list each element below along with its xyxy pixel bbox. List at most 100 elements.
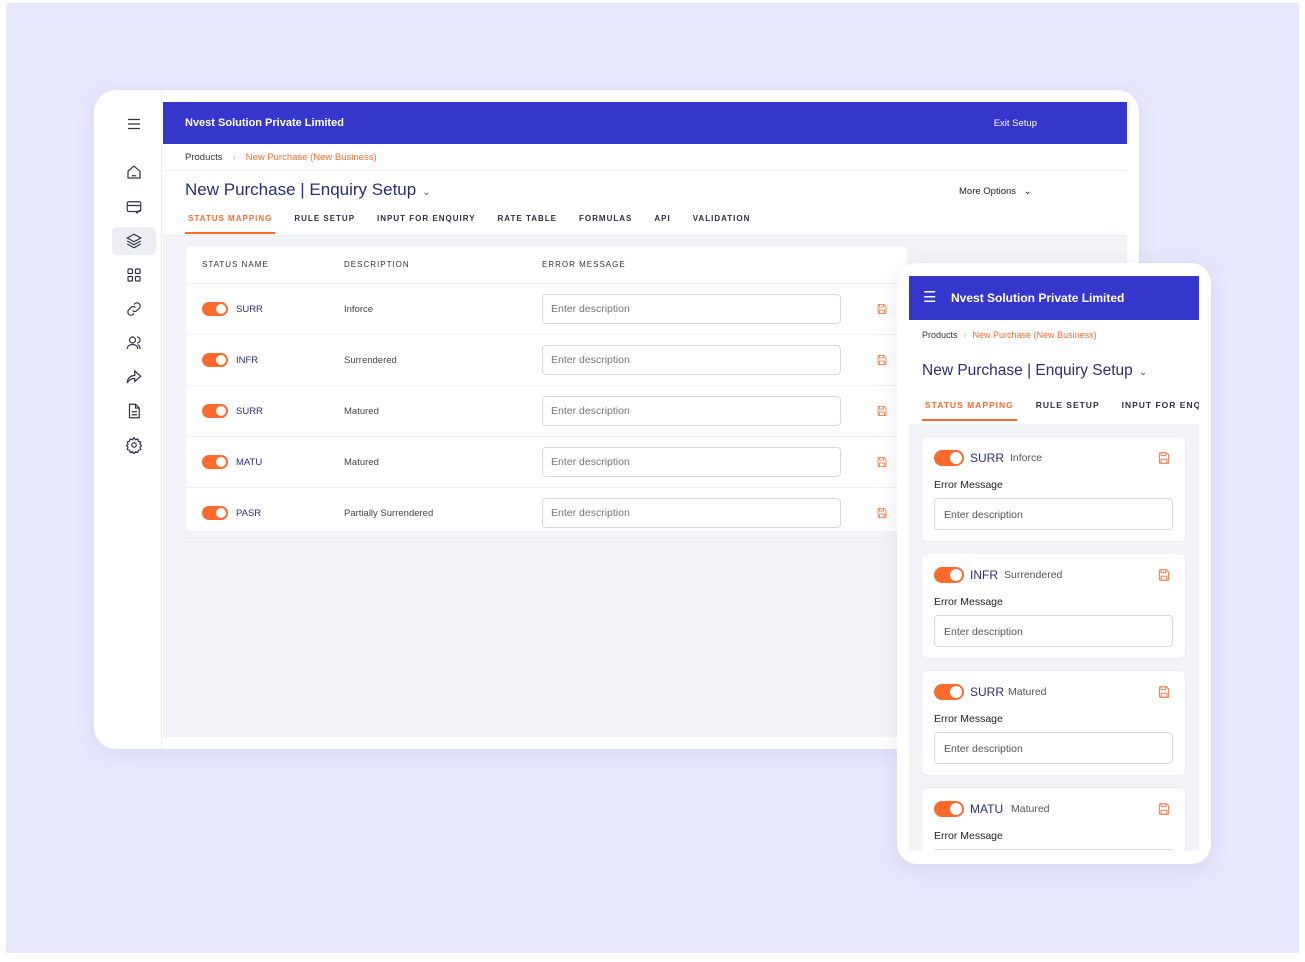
error-message-input[interactable] <box>542 294 841 324</box>
error-message-input[interactable]: Enter description <box>934 498 1173 530</box>
error-message-input[interactable] <box>542 447 841 477</box>
col-status-name: STATUS NAME <box>202 260 269 269</box>
status-code: SURR <box>970 451 1005 465</box>
tab-formulas[interactable]: FORMULAS <box>579 214 633 223</box>
status-code: PASR <box>236 508 262 519</box>
save-icon[interactable] <box>876 507 888 519</box>
error-message-label: Error Message <box>934 596 1003 608</box>
tab-input-for-enqu[interactable]: INPUT FOR ENQU <box>1121 400 1199 410</box>
table-row: SURR Matured <box>186 386 907 437</box>
tab-rule-setup[interactable]: RULE SETUP <box>1035 400 1100 410</box>
breadcrumb-products[interactable]: Products <box>185 152 223 163</box>
error-message-input[interactable] <box>542 498 841 528</box>
status-card: SURR Matured Error Message Enter descrip… <box>921 670 1186 776</box>
save-icon[interactable] <box>1157 451 1171 465</box>
status-toggle[interactable] <box>202 353 228 367</box>
status-toggle[interactable] <box>934 684 964 700</box>
table-row: INFR Surrendered <box>186 335 907 386</box>
table-row: SURR Inforce <box>186 284 907 335</box>
col-error-message: ERROR MESSAGE <box>542 260 626 269</box>
chevron-down-icon: ⌄ <box>1023 186 1032 197</box>
status-card: SURR Inforce Error Message Enter descrip… <box>921 436 1186 542</box>
status-description: Surrendered <box>344 355 397 366</box>
company-name: Nvest Solution Private Limited <box>185 117 344 129</box>
save-icon[interactable] <box>1157 802 1171 816</box>
status-toggle[interactable] <box>202 404 228 418</box>
mobile-tab-bar: STATUS MAPPING RULE SETUP INPUT FOR ENQU <box>922 400 1199 421</box>
tab-bar: STATUS MAPPING RULE SETUP INPUT FOR ENQUIR… <box>185 214 769 234</box>
chevron-down-icon: ⌄ <box>422 187 431 198</box>
save-icon[interactable] <box>876 456 888 468</box>
menu-icon[interactable]: ☰ <box>923 289 937 306</box>
error-message-input[interactable] <box>542 345 841 375</box>
page-title-text: New Purchase | Enquiry Setup <box>922 362 1133 379</box>
tab-status-mapping[interactable]: STATUS MAPPING <box>922 400 1017 421</box>
tab-status-mapping[interactable]: STATUS MAPPING <box>185 214 276 234</box>
chevron-down-icon: ⌄ <box>1138 367 1148 378</box>
menu-icon[interactable] <box>112 110 156 138</box>
home-icon[interactable] <box>112 158 156 186</box>
status-cards: SURR Inforce Error Message Enter descrip… <box>909 424 1199 851</box>
tab-validation[interactable]: VALIDATION <box>692 214 751 223</box>
company-name: Nvest Solution Private Limited <box>951 291 1125 305</box>
page-title[interactable]: New Purchase | Enquiry Setup ⌄ <box>185 180 431 200</box>
tab-input-for-enquiry[interactable]: INPUT FOR ENQUIRY <box>377 214 476 223</box>
status-code: INFR <box>236 355 259 366</box>
status-toggle[interactable] <box>202 302 228 316</box>
document-icon[interactable] <box>112 397 156 425</box>
card-icon[interactable] <box>112 193 156 221</box>
status-description: Matured <box>344 406 379 417</box>
status-code: MATU <box>970 802 1004 816</box>
error-message-label: Error Message <box>934 713 1003 725</box>
tab-rate-table[interactable]: RATE TABLE <box>497 214 558 223</box>
table-row: MATU Matured <box>186 437 907 488</box>
grid-icon[interactable] <box>112 261 156 289</box>
status-toggle[interactable] <box>202 455 228 469</box>
save-icon[interactable] <box>1157 568 1171 582</box>
breadcrumb-products[interactable]: Products <box>922 330 958 340</box>
breadcrumb-current: New Purchase (New Business) <box>245 152 377 163</box>
link-icon[interactable] <box>112 295 156 323</box>
error-message-input[interactable]: Enter description <box>934 615 1173 647</box>
chevron-right-icon: › <box>232 152 236 163</box>
error-message-label: Error Message <box>934 479 1003 491</box>
save-icon[interactable] <box>876 405 888 417</box>
status-description: Inforce <box>1010 452 1043 464</box>
page-title-text: New Purchase | Enquiry Setup <box>185 180 417 199</box>
exit-setup-button[interactable]: Exit Setup <box>993 118 1037 129</box>
status-description: Partially Surrendered <box>344 508 434 519</box>
error-message-input[interactable]: Enter description <box>934 732 1173 764</box>
top-bar: Nvest Solution Private Limited Exit Setu… <box>163 102 1127 144</box>
col-description: DESCRIPTION <box>344 260 410 269</box>
more-options-button[interactable]: More Options ⌄ <box>959 186 1032 197</box>
settings-icon[interactable] <box>112 431 156 459</box>
status-description: Matured <box>1011 803 1050 815</box>
save-icon[interactable] <box>876 303 888 315</box>
breadcrumb-current: New Purchase (New Business) <box>972 330 1097 340</box>
tab-api[interactable]: API <box>654 214 671 223</box>
status-card: INFR Surrendered Error Message Enter des… <box>921 553 1186 659</box>
status-toggle[interactable] <box>202 506 228 520</box>
error-message-input[interactable]: Enter description <box>934 849 1173 851</box>
table-header: STATUS NAME DESCRIPTION ERROR MESSAGE <box>186 246 907 284</box>
mobile-window: ☰ Nvest Solution Private Limited Product… <box>897 263 1211 864</box>
status-toggle[interactable] <box>934 801 964 817</box>
tab-rule-setup[interactable]: RULE SETUP <box>294 214 356 223</box>
status-toggle[interactable] <box>934 450 964 466</box>
status-code: INFR <box>970 568 998 582</box>
breadcrumb: Products › New Purchase (New Business) <box>185 152 377 163</box>
save-icon[interactable] <box>876 354 888 366</box>
mobile-content: Products › New Purchase (New Business) New… <box>909 320 1199 851</box>
users-icon[interactable] <box>112 329 156 357</box>
status-toggle[interactable] <box>934 567 964 583</box>
layers-icon[interactable] <box>112 227 156 255</box>
page-title[interactable]: New Purchase | Enquiry Setup ⌄ <box>922 362 1147 380</box>
breadcrumb: Products › New Purchase (New Business) <box>922 330 1097 340</box>
status-table: STATUS NAME DESCRIPTION ERROR MESSAGE SU… <box>186 246 907 539</box>
mobile-top-bar: ☰ Nvest Solution Private Limited <box>909 276 1199 320</box>
error-message-input[interactable] <box>542 396 841 426</box>
save-icon[interactable] <box>1157 685 1171 699</box>
share-icon[interactable] <box>112 363 156 391</box>
status-card: MATU Matured Error Message Enter descrip… <box>921 787 1186 851</box>
status-description: Matured <box>344 457 379 468</box>
